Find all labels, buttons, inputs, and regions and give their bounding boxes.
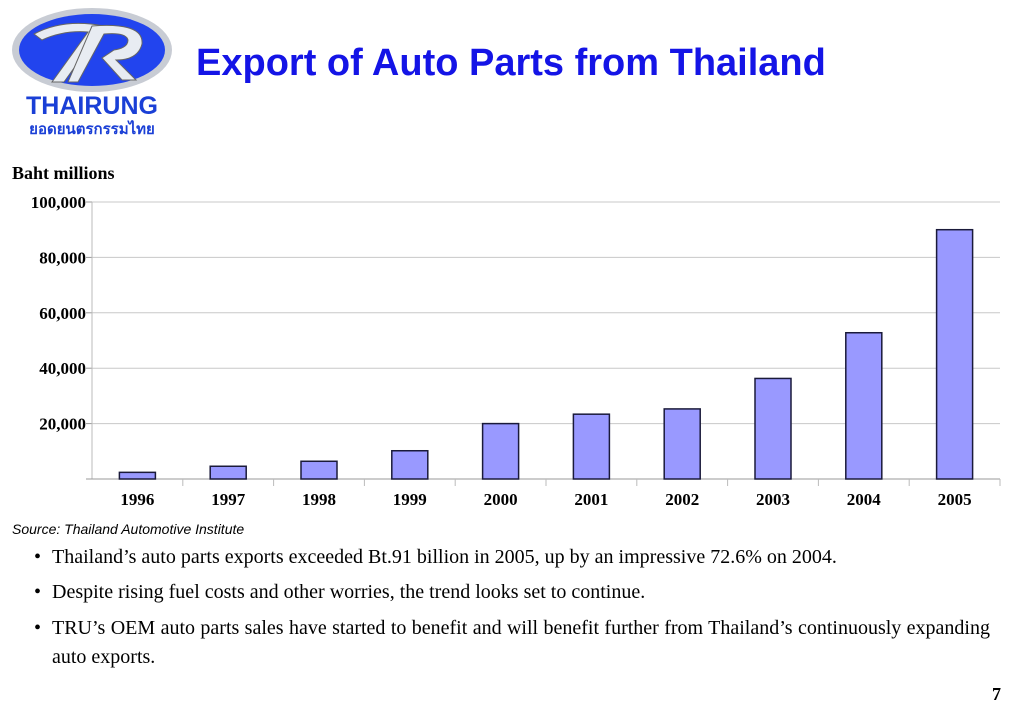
bullet-item: • TRU’s OEM auto parts sales have starte… [34, 614, 990, 672]
y-tick-label: 80,000 [39, 248, 86, 267]
bar-2002 [663, 408, 701, 480]
bar-chart: 20,000 40,000 60,000 80,000 100,000 1996 1997 1… [31, 193, 1001, 509]
bar-1996 [118, 471, 157, 480]
x-tick-label: 2004 [847, 490, 882, 509]
x-tick-label: 1997 [211, 490, 246, 509]
bullet-icon: • [34, 546, 42, 568]
bar-2000 [481, 422, 520, 480]
thairung-logo: THAIRUNG ยอดยนตรกรรมไทย [4, 4, 180, 138]
x-tick-label: 2003 [756, 490, 790, 509]
bullet-item: • Despite rising fuel costs and other wo… [34, 578, 990, 607]
x-tick-label: 1999 [393, 490, 427, 509]
x-tick-label: 2001 [574, 490, 608, 509]
slide-title: Export of Auto Parts from Thailand [196, 42, 826, 84]
bullet-text: Thailand’s auto parts exports exceeded B… [52, 546, 837, 568]
svg-text:THAIRUNG: THAIRUNG [26, 92, 158, 120]
svg-text:ยอดยนตรกรรมไทย: ยอดยนตรกรรมไทย [29, 119, 155, 136]
y-axis-label: Baht millions [12, 163, 115, 183]
source-note: Source: Thailand Automotive Institute [12, 521, 245, 537]
bullet-item: • Thailand’s auto parts exports exceeded… [34, 543, 990, 572]
bar-2005 [935, 228, 974, 480]
bar-1999 [391, 449, 429, 480]
y-tick-label: 60,000 [39, 304, 86, 323]
bar-1997 [209, 465, 247, 480]
page-number: 7 [992, 684, 1001, 704]
bullet-icon: • [34, 581, 42, 603]
bullet-icon: • [34, 617, 42, 639]
y-tick-label: 100,000 [31, 193, 86, 212]
bar-2003 [754, 377, 792, 480]
bar-1998 [300, 460, 338, 480]
x-tick-label: 2005 [938, 490, 972, 509]
x-tick-label: 1996 [120, 490, 154, 509]
bullet-text: TRU’s OEM auto parts sales have started … [52, 617, 990, 668]
bar-2004 [845, 331, 883, 480]
bar-2001 [572, 413, 611, 480]
x-tick-label: 1998 [302, 490, 336, 509]
x-tick-label: 2000 [484, 490, 518, 509]
y-tick-label: 40,000 [39, 359, 86, 378]
x-tick-label: 2002 [665, 490, 699, 509]
bullet-text: Despite rising fuel costs and other worr… [52, 581, 646, 603]
y-tick-label: 20,000 [39, 415, 86, 434]
